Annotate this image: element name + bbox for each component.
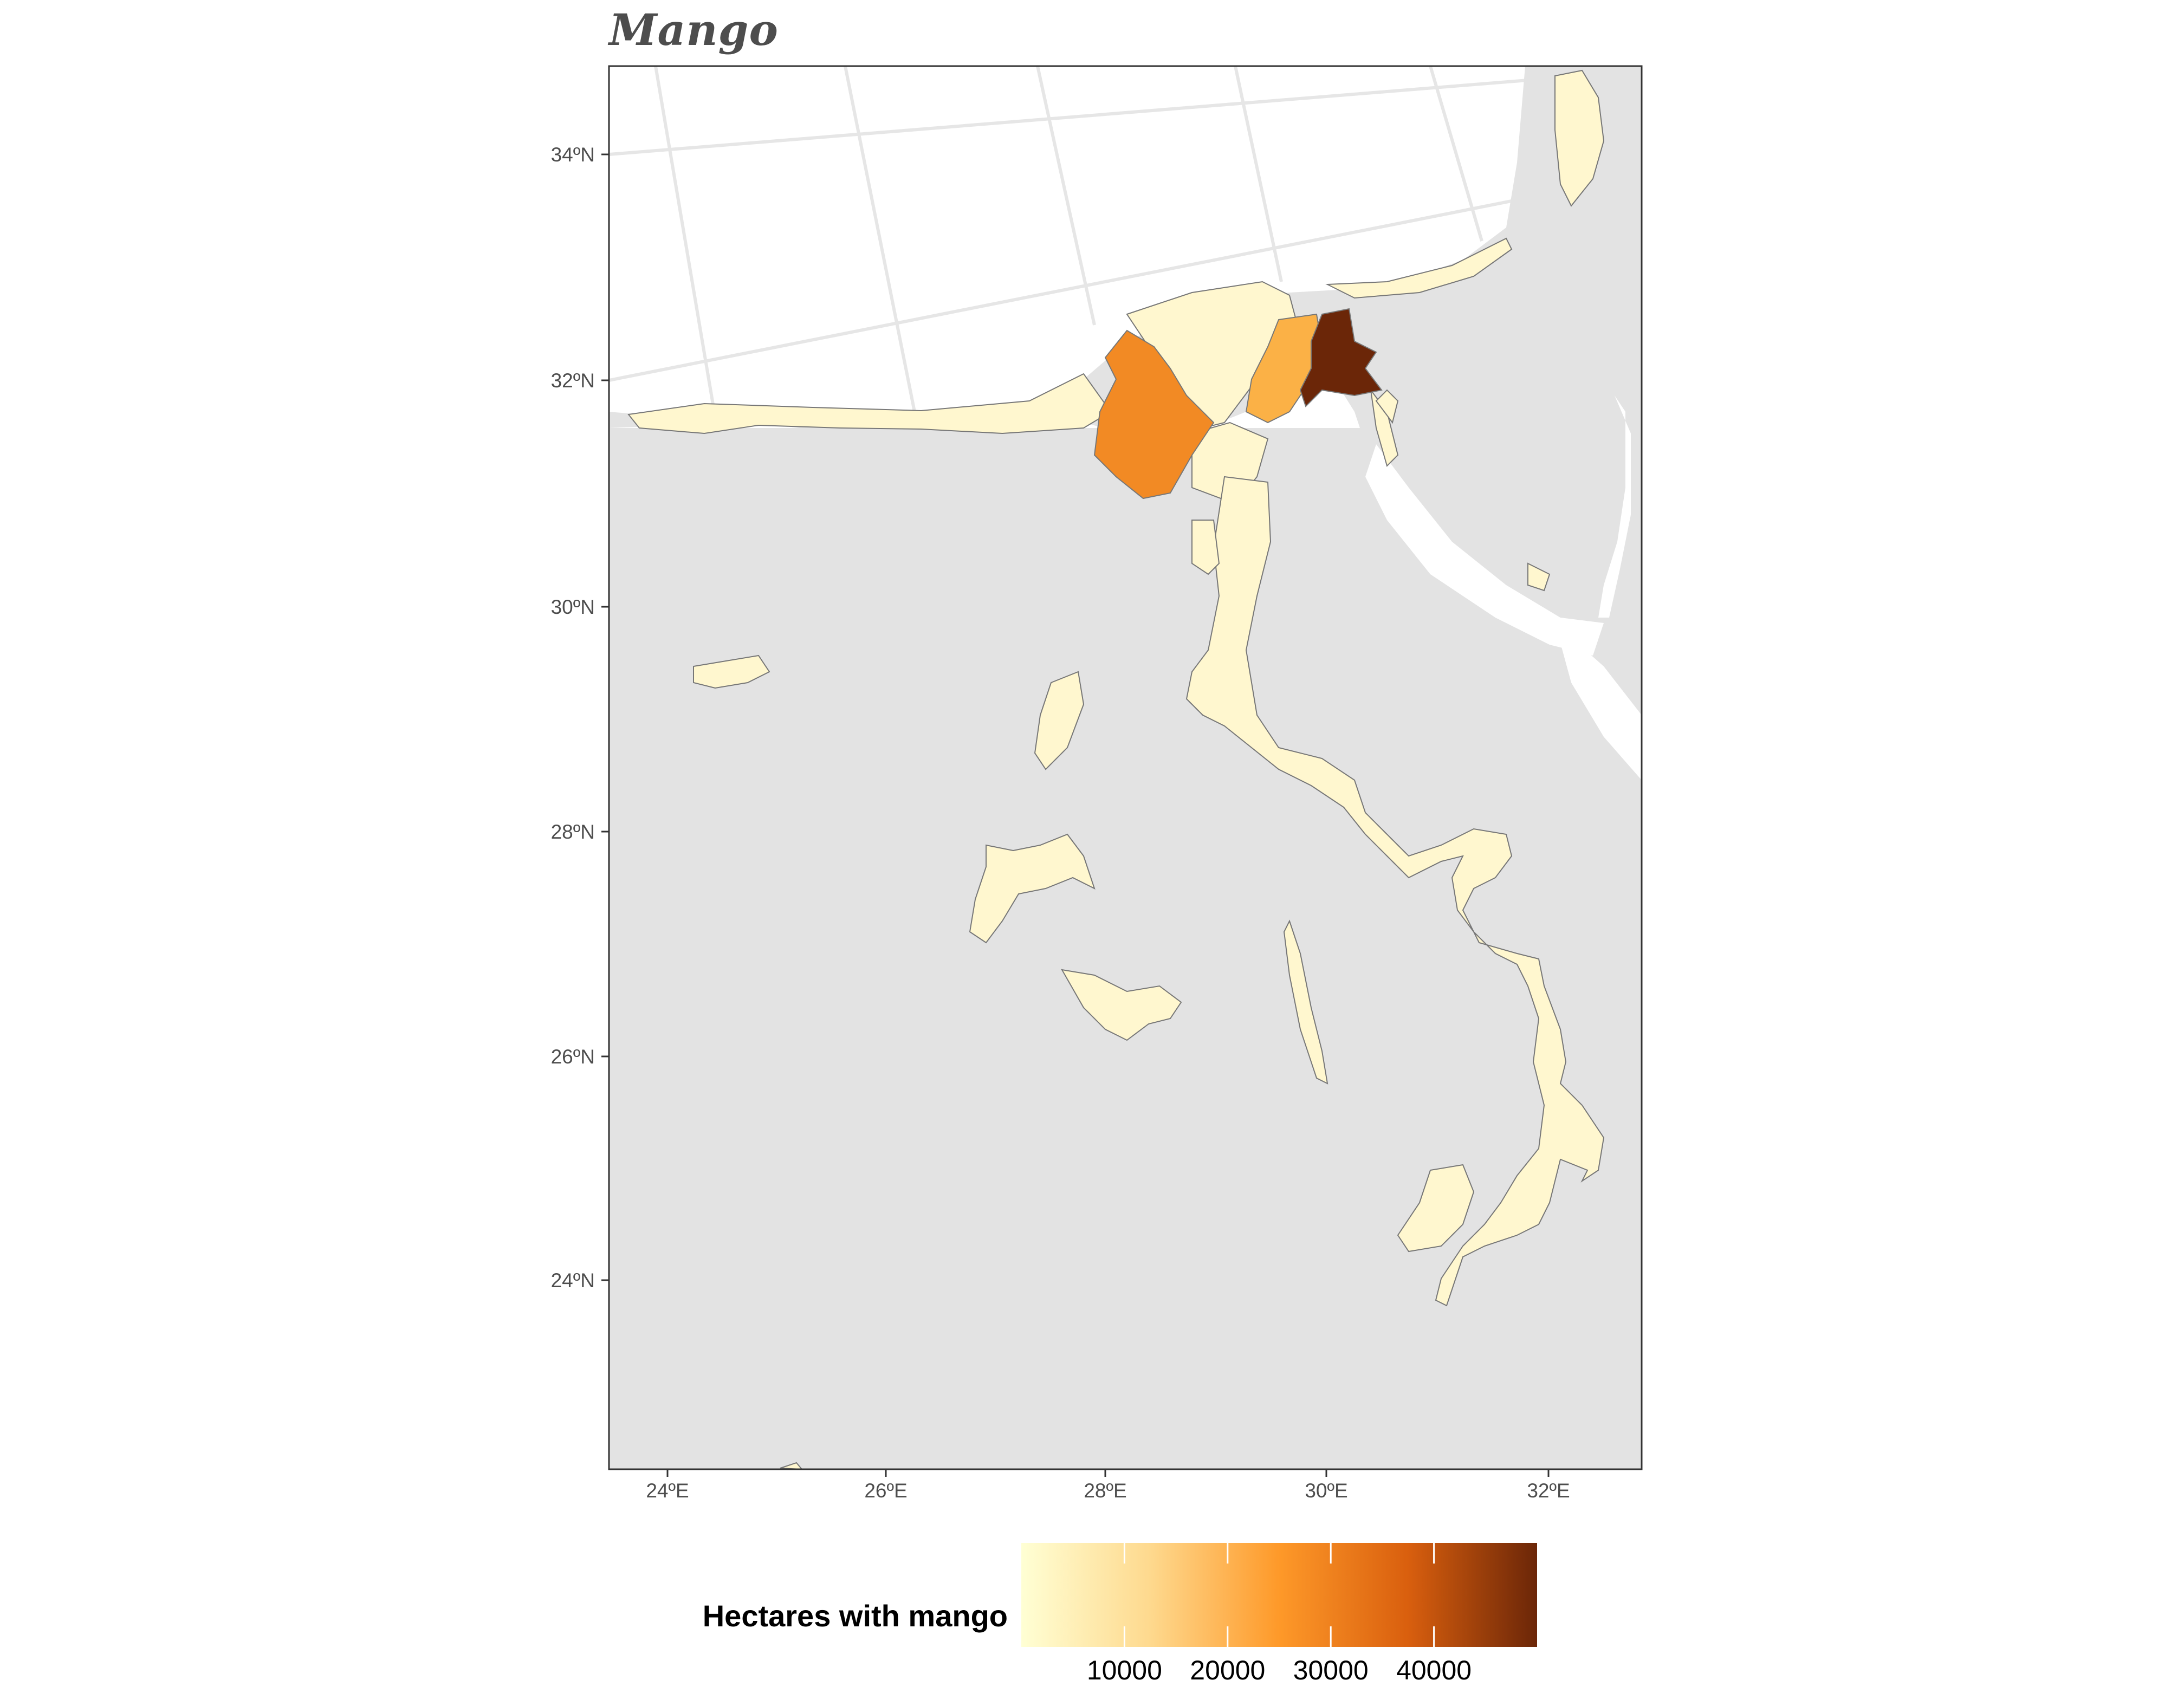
siwa-oasis bbox=[693, 654, 770, 689]
graticule-34n bbox=[609, 79, 1528, 156]
panel-border bbox=[608, 65, 1643, 1470]
kharga-oasis bbox=[1283, 919, 1328, 1085]
lon-label: 30ºE bbox=[1305, 1480, 1347, 1502]
lon-label: 32ºE bbox=[1527, 1480, 1570, 1502]
bahariya-oasis bbox=[1034, 671, 1085, 770]
gulf-of-aqaba bbox=[1598, 395, 1631, 618]
gulf-of-suez bbox=[1365, 444, 1604, 656]
lon-label: 26ºE bbox=[864, 1480, 907, 1502]
red-sea bbox=[1555, 623, 1642, 780]
farafra-oasis bbox=[969, 833, 1096, 944]
lon-label: 24ºE bbox=[646, 1480, 689, 1502]
graticule-24e bbox=[654, 66, 717, 418]
graticule-30e bbox=[1234, 66, 1283, 282]
lat-label: 34ºN bbox=[551, 144, 595, 166]
graticule-32n bbox=[609, 196, 1528, 382]
red-sea-coast-patch bbox=[1527, 562, 1551, 592]
legend-title: Hectares with mango bbox=[702, 1599, 1008, 1633]
graticule-32e bbox=[1429, 66, 1483, 242]
colorbar-ticks: 10000 20000 30000 40000 bbox=[1087, 1543, 1472, 1685]
region-ismailia bbox=[1299, 308, 1383, 407]
lat-label: 28ºN bbox=[551, 821, 595, 843]
nile-valley-governorates bbox=[1185, 476, 1605, 1307]
colorbar-tick-label: 20000 bbox=[1190, 1655, 1265, 1685]
colorbar-legend: 10000 20000 30000 40000 bbox=[1021, 1543, 1537, 1685]
ismailia-east bbox=[1375, 389, 1399, 424]
map-title: Mango bbox=[609, 4, 779, 55]
graticule bbox=[609, 66, 1528, 418]
dakhla-oasis bbox=[1061, 969, 1182, 1041]
region-beheira bbox=[1093, 329, 1215, 500]
kom-ombo-east bbox=[1397, 1164, 1475, 1253]
fayoum bbox=[1191, 520, 1220, 575]
north-sinai bbox=[1554, 69, 1605, 207]
colorbar bbox=[1021, 1543, 1537, 1647]
governorates bbox=[627, 69, 1605, 1469]
colorbar-tick-label: 30000 bbox=[1293, 1655, 1369, 1685]
longitude-axis: 24ºE 26ºE 28ºE 30ºE 32ºE bbox=[646, 1469, 1570, 1502]
lon-label: 28ºE bbox=[1084, 1480, 1126, 1502]
port-said-damietta bbox=[1325, 237, 1513, 299]
colorbar-tick-label: 10000 bbox=[1087, 1655, 1162, 1685]
lat-label: 32ºN bbox=[551, 369, 595, 392]
matrouh-coast bbox=[627, 373, 1112, 434]
lat-label: 26ºN bbox=[551, 1046, 595, 1068]
graticule-28e bbox=[1036, 66, 1096, 326]
graticule-26e bbox=[844, 66, 917, 418]
lat-label: 30ºN bbox=[551, 596, 595, 618]
colorbar-tick-label: 40000 bbox=[1396, 1655, 1472, 1685]
lat-label: 24ºN bbox=[551, 1269, 595, 1292]
latitude-axis: 34ºN 32ºN 30ºN 28ºN 26ºN 24ºN bbox=[551, 144, 609, 1292]
